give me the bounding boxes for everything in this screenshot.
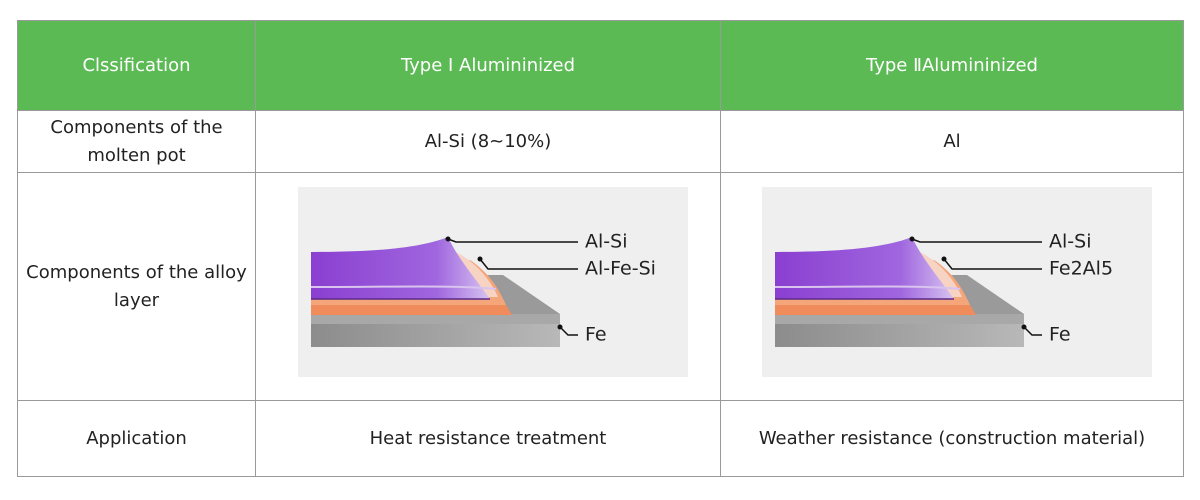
leader-line — [479, 258, 578, 270]
row: Application Heat resistance treatment We… — [17, 400, 1184, 477]
row-label: Components of the molten pot — [17, 110, 256, 173]
leader-dot — [557, 324, 563, 330]
leader-line — [1023, 326, 1042, 336]
row-label: Components of the alloy layer — [17, 172, 256, 401]
cell: Al-Si (8~10%) — [255, 110, 721, 173]
layer-label: Fe — [1049, 324, 1071, 346]
leader-line — [943, 258, 1042, 270]
header-cell: Type Ⅰ Alumininized — [255, 20, 721, 111]
leader-dot — [445, 236, 451, 242]
row: Components of the molten pot Al-Si (8~10… — [17, 110, 1184, 173]
layer-label: Al-Si — [585, 231, 627, 253]
leader-dot — [477, 256, 483, 262]
diagram-cell: Al-Si Al-Fe-Si Fe — [255, 172, 721, 401]
header-cell: Clssification — [17, 20, 256, 111]
layer-label: Fe — [585, 324, 607, 346]
header-cell: Type ⅡAlumininized — [720, 20, 1184, 111]
leader-line — [559, 326, 578, 336]
layer-diagram: Al-Si Fe2Al5 Fe — [762, 187, 1152, 377]
leader-line — [911, 238, 1042, 243]
leader-dot — [941, 256, 947, 262]
cell: Weather resistance (construction materia… — [720, 400, 1184, 477]
row: Components of the alloy layer Al-Si Al-Fe… — [17, 172, 1184, 401]
layer-label: Fe2Al5 — [1049, 258, 1113, 280]
leader-line — [447, 238, 578, 243]
header-row: Clssification Type Ⅰ Alumininized Type Ⅱ… — [17, 20, 1184, 111]
leader-dot — [1021, 324, 1027, 330]
layer-diagram: Al-Si Al-Fe-Si Fe — [298, 187, 688, 377]
diagram-cell: Al-Si Fe2Al5 Fe — [720, 172, 1184, 401]
layer-label: Al-Si — [1049, 231, 1091, 253]
leader-dot — [909, 236, 915, 242]
layer-label: Al-Fe-Si — [585, 258, 656, 280]
comparison-table: Clssification Type Ⅰ Alumininized Type Ⅱ… — [17, 20, 1184, 477]
cell: Al — [720, 110, 1184, 173]
row-label: Application — [17, 400, 256, 477]
cell: Heat resistance treatment — [255, 400, 721, 477]
